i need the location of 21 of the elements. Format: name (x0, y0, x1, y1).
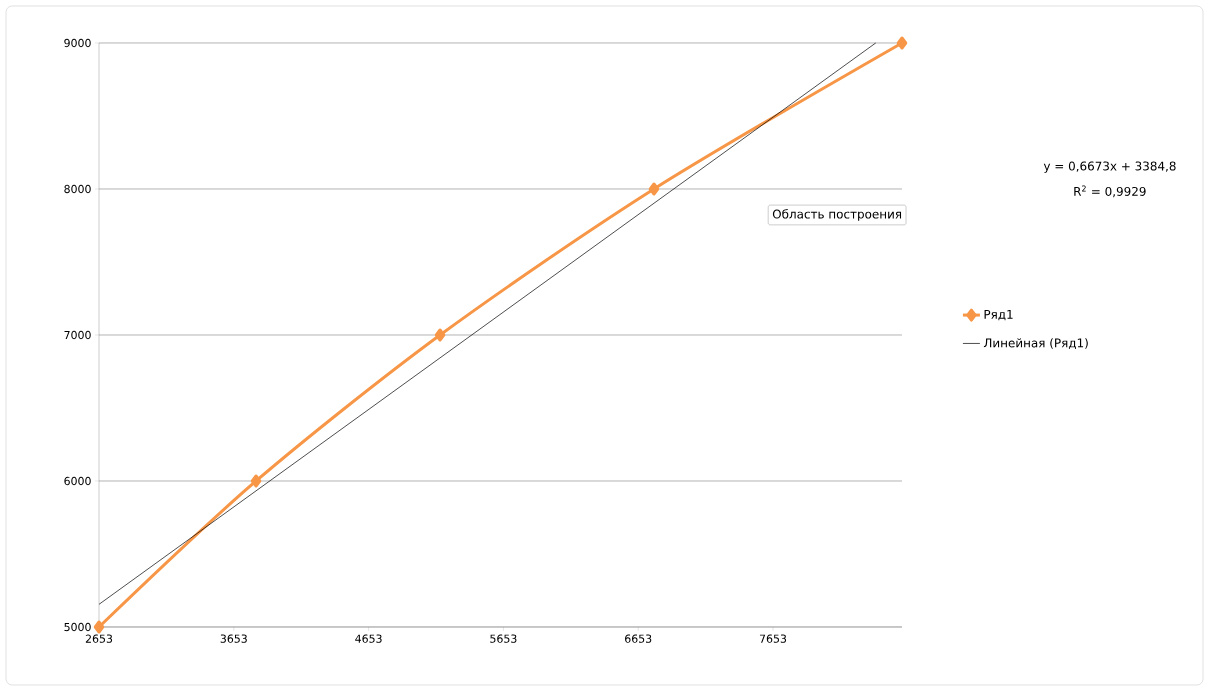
point (896, 36, 908, 50)
legend-label: Линейная (Ряд1) (983, 338, 1088, 349)
x-tick-label: 7653 (759, 634, 787, 643)
legend-label: Ряд1 (984, 309, 1013, 321)
y-tick-label: 6000 (64, 476, 91, 486)
point (648, 182, 660, 196)
point (250, 474, 262, 488)
text: R$^{2}$ = 0,9929 (1074, 185, 1146, 198)
y-tick-label: 8000 (64, 184, 91, 194)
y-tick-label: 9000 (64, 38, 91, 48)
y-tick-label: 7000 (64, 330, 91, 340)
point (93, 620, 105, 634)
x-tick-label: 5653 (490, 634, 517, 643)
x-tick-label: 6653 (625, 634, 652, 643)
y-tick-label: 5000 (64, 622, 91, 632)
text: y = 0,6673x + 3384,8 (1043, 161, 1176, 173)
x-tick-label: 2653 (85, 634, 113, 643)
x-tick-label: 3653 (220, 634, 247, 643)
x-tick-label: 4653 (355, 634, 382, 643)
annotation: Область построения (772, 209, 902, 221)
point (434, 328, 446, 342)
